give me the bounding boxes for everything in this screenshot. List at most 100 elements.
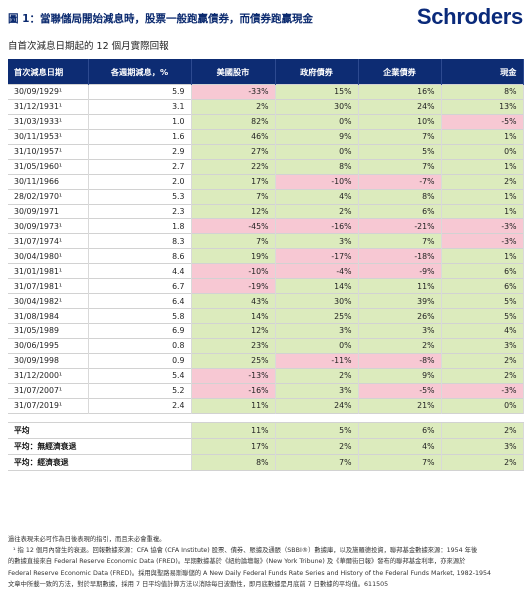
rate-cut-cell: 1.0 — [88, 113, 192, 130]
return-cell: 5% — [441, 293, 524, 309]
return-cell: -13% — [191, 367, 276, 384]
return-cell: 7% — [358, 128, 442, 145]
return-cell: 3% — [358, 323, 442, 339]
average-value-cell: 7% — [358, 453, 442, 471]
rate-cut-cell: 2.3 — [88, 203, 192, 219]
average-value-cell: 3% — [441, 437, 524, 455]
return-cell: -45% — [191, 218, 276, 234]
table-row: 30/04/1980¹ 8.6 19% -17% -18% 1% — [8, 248, 524, 264]
return-cell: 4% — [275, 188, 359, 204]
return-cell: 14% — [275, 278, 359, 294]
table-row: 30/04/1982¹ 6.4 43% 30% 39% 5% — [8, 293, 524, 309]
table-row: 30/09/1971 2.3 12% 2% 6% 1% — [8, 203, 524, 219]
cut-date-cell: 31/05/1989 — [8, 323, 89, 339]
table-row: 31/01/1981¹ 4.4 -10% -4% -9% 6% — [8, 263, 524, 279]
return-cell: 5% — [441, 308, 524, 324]
return-cell: 17% — [191, 173, 276, 190]
cut-date-cell: 31/12/1931¹ — [8, 98, 89, 115]
return-cell: 3% — [275, 382, 359, 399]
return-cell: 8% — [275, 158, 359, 175]
rate-cut-cell: 2.9 — [88, 143, 192, 160]
return-cell: 19% — [191, 248, 276, 264]
return-cell: 27% — [191, 143, 276, 160]
average-row: 平均：無經濟衰退 17% 2% 4% 3% — [8, 437, 524, 455]
return-cell: 1% — [441, 128, 524, 145]
return-cell: 0% — [275, 337, 359, 354]
rate-cut-cell: 8.6 — [88, 248, 192, 264]
cut-date-cell: 31/07/2007¹ — [8, 382, 89, 399]
cut-date-cell: 30/09/1998 — [8, 352, 89, 369]
rate-cut-cell: 8.3 — [88, 233, 192, 249]
rate-cut-cell: 4.4 — [88, 263, 192, 279]
return-cell: -33% — [191, 84, 276, 100]
return-cell: 23% — [191, 337, 276, 354]
figure-title: 圖 1：當聯儲局開始減息時，股票一般跑贏債券，而債券跑贏現金 — [8, 13, 313, 25]
table-row: 31/03/1933¹ 1.0 82% 0% 10% -5% — [8, 113, 524, 130]
cut-date-cell: 31/12/2000¹ — [8, 367, 89, 384]
return-cell: 2% — [441, 352, 524, 369]
table-row: 30/09/1998 0.9 25% -11% -8% 2% — [8, 352, 524, 369]
return-cell: 3% — [275, 323, 359, 339]
table-row: 30/09/1973¹ 1.8 -45% -16% -21% -3% — [8, 218, 524, 234]
table-row: 31/05/1989 6.9 12% 3% 3% 4% — [8, 323, 524, 339]
return-cell: 16% — [358, 84, 442, 100]
return-cell: 82% — [191, 113, 276, 130]
return-cell: 12% — [191, 203, 276, 219]
return-cell: 25% — [275, 308, 359, 324]
footnote-line: ¹ 指 12 個月內發生的衰退。回報數據來源：CFA 協會 (CFA Insti… — [13, 547, 478, 555]
return-cell: -8% — [358, 352, 442, 369]
return-cell: 6% — [358, 203, 442, 219]
table-row: 31/12/1931¹ 3.1 2% 30% 24% 13% — [8, 98, 524, 115]
table-row: 31/07/1981¹ 6.7 -19% 14% 11% 6% — [8, 278, 524, 294]
brand-logo: Schroders — [416, 4, 523, 29]
return-cell: -21% — [358, 218, 442, 234]
cut-date-cell: 30/09/1971 — [8, 203, 89, 219]
return-cell: 8% — [358, 188, 442, 204]
rate-cut-cell: 2.4 — [88, 397, 192, 414]
table-spacer — [8, 412, 523, 423]
average-value-cell: 7% — [275, 453, 359, 471]
table-row: 30/11/1953¹ 1.6 46% 9% 7% 1% — [8, 128, 524, 145]
average-value-cell: 4% — [358, 437, 442, 455]
return-cell: 7% — [191, 188, 276, 204]
average-value-cell: 6% — [358, 421, 442, 439]
rate-cut-cell: 2.0 — [88, 173, 192, 190]
return-cell: 2% — [191, 98, 276, 115]
return-cell: 46% — [191, 128, 276, 145]
cut-date-cell: 31/10/1957¹ — [8, 143, 89, 160]
return-cell: -10% — [275, 173, 359, 190]
average-row: 平均 11% 5% 6% 2% — [8, 421, 524, 439]
average-value-cell: 17% — [191, 437, 276, 455]
column-header-government-bonds: 政府債券 — [275, 59, 359, 85]
average-row: 平均：經濟衰退 8% 7% 7% 2% — [8, 453, 524, 471]
return-cell: 1% — [441, 203, 524, 219]
return-cell: -18% — [358, 248, 442, 264]
return-cell: 9% — [358, 367, 442, 384]
table-row: 30/09/1929¹ 5.9 -33% 15% 16% 8% — [8, 84, 524, 100]
footnote-line: 的數據直接來自 Federal Reserve Economic Data (F… — [8, 558, 466, 566]
table-row: 31/12/2000¹ 5.4 -13% 2% 9% 2% — [8, 367, 524, 384]
rate-cut-cell: 5.8 — [88, 308, 192, 324]
column-header-corporate-bonds: 企業債券 — [358, 59, 442, 85]
return-cell: 7% — [191, 233, 276, 249]
return-cell: -5% — [441, 113, 524, 130]
return-cell: -3% — [441, 382, 524, 399]
return-cell: 13% — [441, 98, 524, 115]
rate-cut-cell: 6.4 — [88, 293, 192, 309]
return-cell: 0% — [275, 113, 359, 130]
return-cell: 4% — [441, 323, 524, 339]
return-cell: 15% — [275, 84, 359, 100]
return-cell: -3% — [441, 233, 524, 249]
return-cell: 24% — [358, 98, 442, 115]
return-cell: 0% — [275, 143, 359, 160]
cut-date-cell: 31/07/2019¹ — [8, 397, 89, 414]
footnote-line: 文章中所載一致的方法，對於早期數據，採用 7 日平均值計算方法以消除每日波動性，… — [8, 580, 389, 588]
table-row: 31/05/1960¹ 2.7 22% 8% 7% 1% — [8, 158, 524, 175]
return-cell: -19% — [191, 278, 276, 294]
spacer-cell — [8, 412, 523, 423]
return-cell: 3% — [441, 337, 524, 354]
cut-date-cell: 30/04/1980¹ — [8, 248, 89, 264]
return-cell: 2% — [441, 367, 524, 384]
cut-date-cell: 31/05/1960¹ — [8, 158, 89, 175]
rate-cut-cell: 6.9 — [88, 323, 192, 339]
